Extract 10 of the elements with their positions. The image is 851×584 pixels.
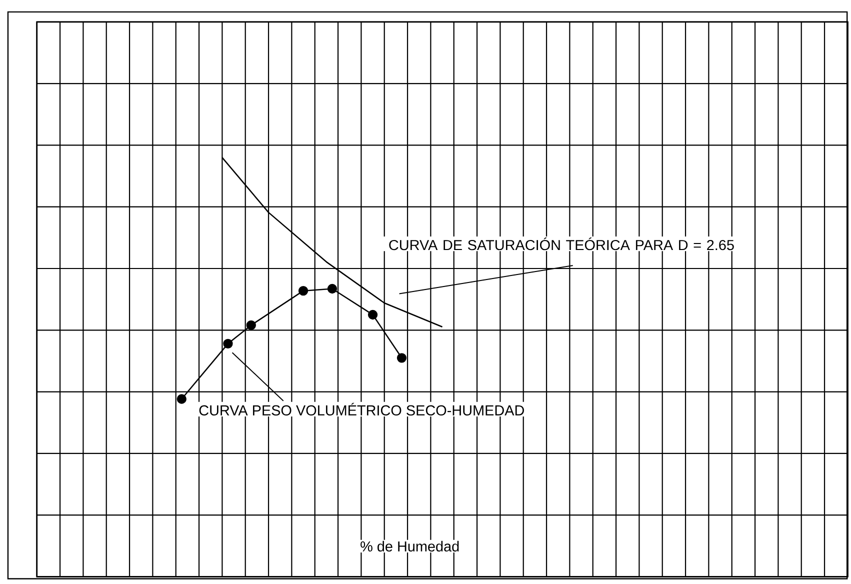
- point: [223, 339, 233, 349]
- point: [327, 284, 338, 294]
- point: [396, 353, 407, 363]
- point: [298, 286, 308, 296]
- x-axis-title: % de Humedad: [360, 541, 459, 552]
- point: [176, 394, 186, 404]
- point: [246, 320, 256, 330]
- annotation: CURVA DE SATURACIÓN TEÓRICA PARA D = 2.65: [389, 238, 734, 250]
- annotation: CURVA PESO VOLUMÉTRICO SECO-HUMEDAD: [199, 403, 524, 416]
- point: [368, 310, 378, 320]
